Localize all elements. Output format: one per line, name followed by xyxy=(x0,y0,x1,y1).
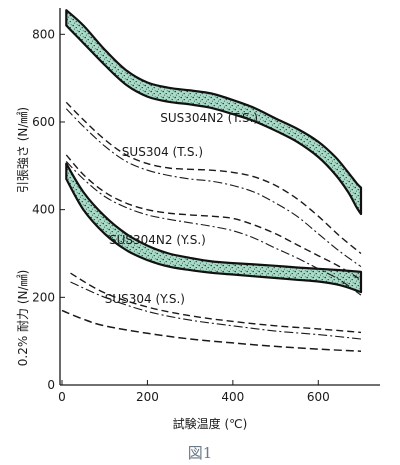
band-2 xyxy=(65,162,363,294)
series-label-0: SUS304N2 (T.S.) xyxy=(160,111,258,125)
y-tick-label: 400 xyxy=(32,203,55,217)
series-line-5 xyxy=(61,309,362,352)
y-tick-label: 200 xyxy=(32,290,55,304)
series-label-1: SUS304 (T.S.) xyxy=(122,145,203,159)
y-axis-title-upper: 引張強さ (N/㎟) xyxy=(16,107,30,193)
x-axis-title: 試験温度 (℃) xyxy=(173,416,248,431)
x-tick-label: 400 xyxy=(221,390,244,404)
x-tick-label: 600 xyxy=(307,390,330,404)
series-label-2: SUS304N2 (Y.S.) xyxy=(109,233,206,247)
series-upper-line-1 xyxy=(65,101,362,255)
series-upper-line-4 xyxy=(70,272,362,334)
series-labels: SUS304N2 (T.S.) SUS304 (T.S.) SUS304N2 (Y.… xyxy=(105,111,258,306)
plot-area xyxy=(61,9,363,352)
series-label-4: SUS304 (Y.S.) xyxy=(105,292,185,306)
series-upper-line-3 xyxy=(65,154,362,281)
figure-caption: 図1 xyxy=(188,444,213,462)
band-0 xyxy=(65,9,363,216)
y-tick-label: 0 xyxy=(47,378,55,392)
y-tick-label: 600 xyxy=(32,115,55,129)
series-lower-line-1 xyxy=(65,108,362,268)
series-lower-line-3 xyxy=(65,161,362,296)
tick-layer: 0 200 400 600 800 0 200 400 600 xyxy=(32,8,380,404)
x-tick-label: 0 xyxy=(58,390,66,404)
series-lower-line-4 xyxy=(70,281,362,340)
y-axis-title-lower: 0.2% 耐力 (N/㎟) xyxy=(16,270,30,367)
x-tick-label: 200 xyxy=(136,390,159,404)
y-tick-label: 800 xyxy=(32,27,55,41)
